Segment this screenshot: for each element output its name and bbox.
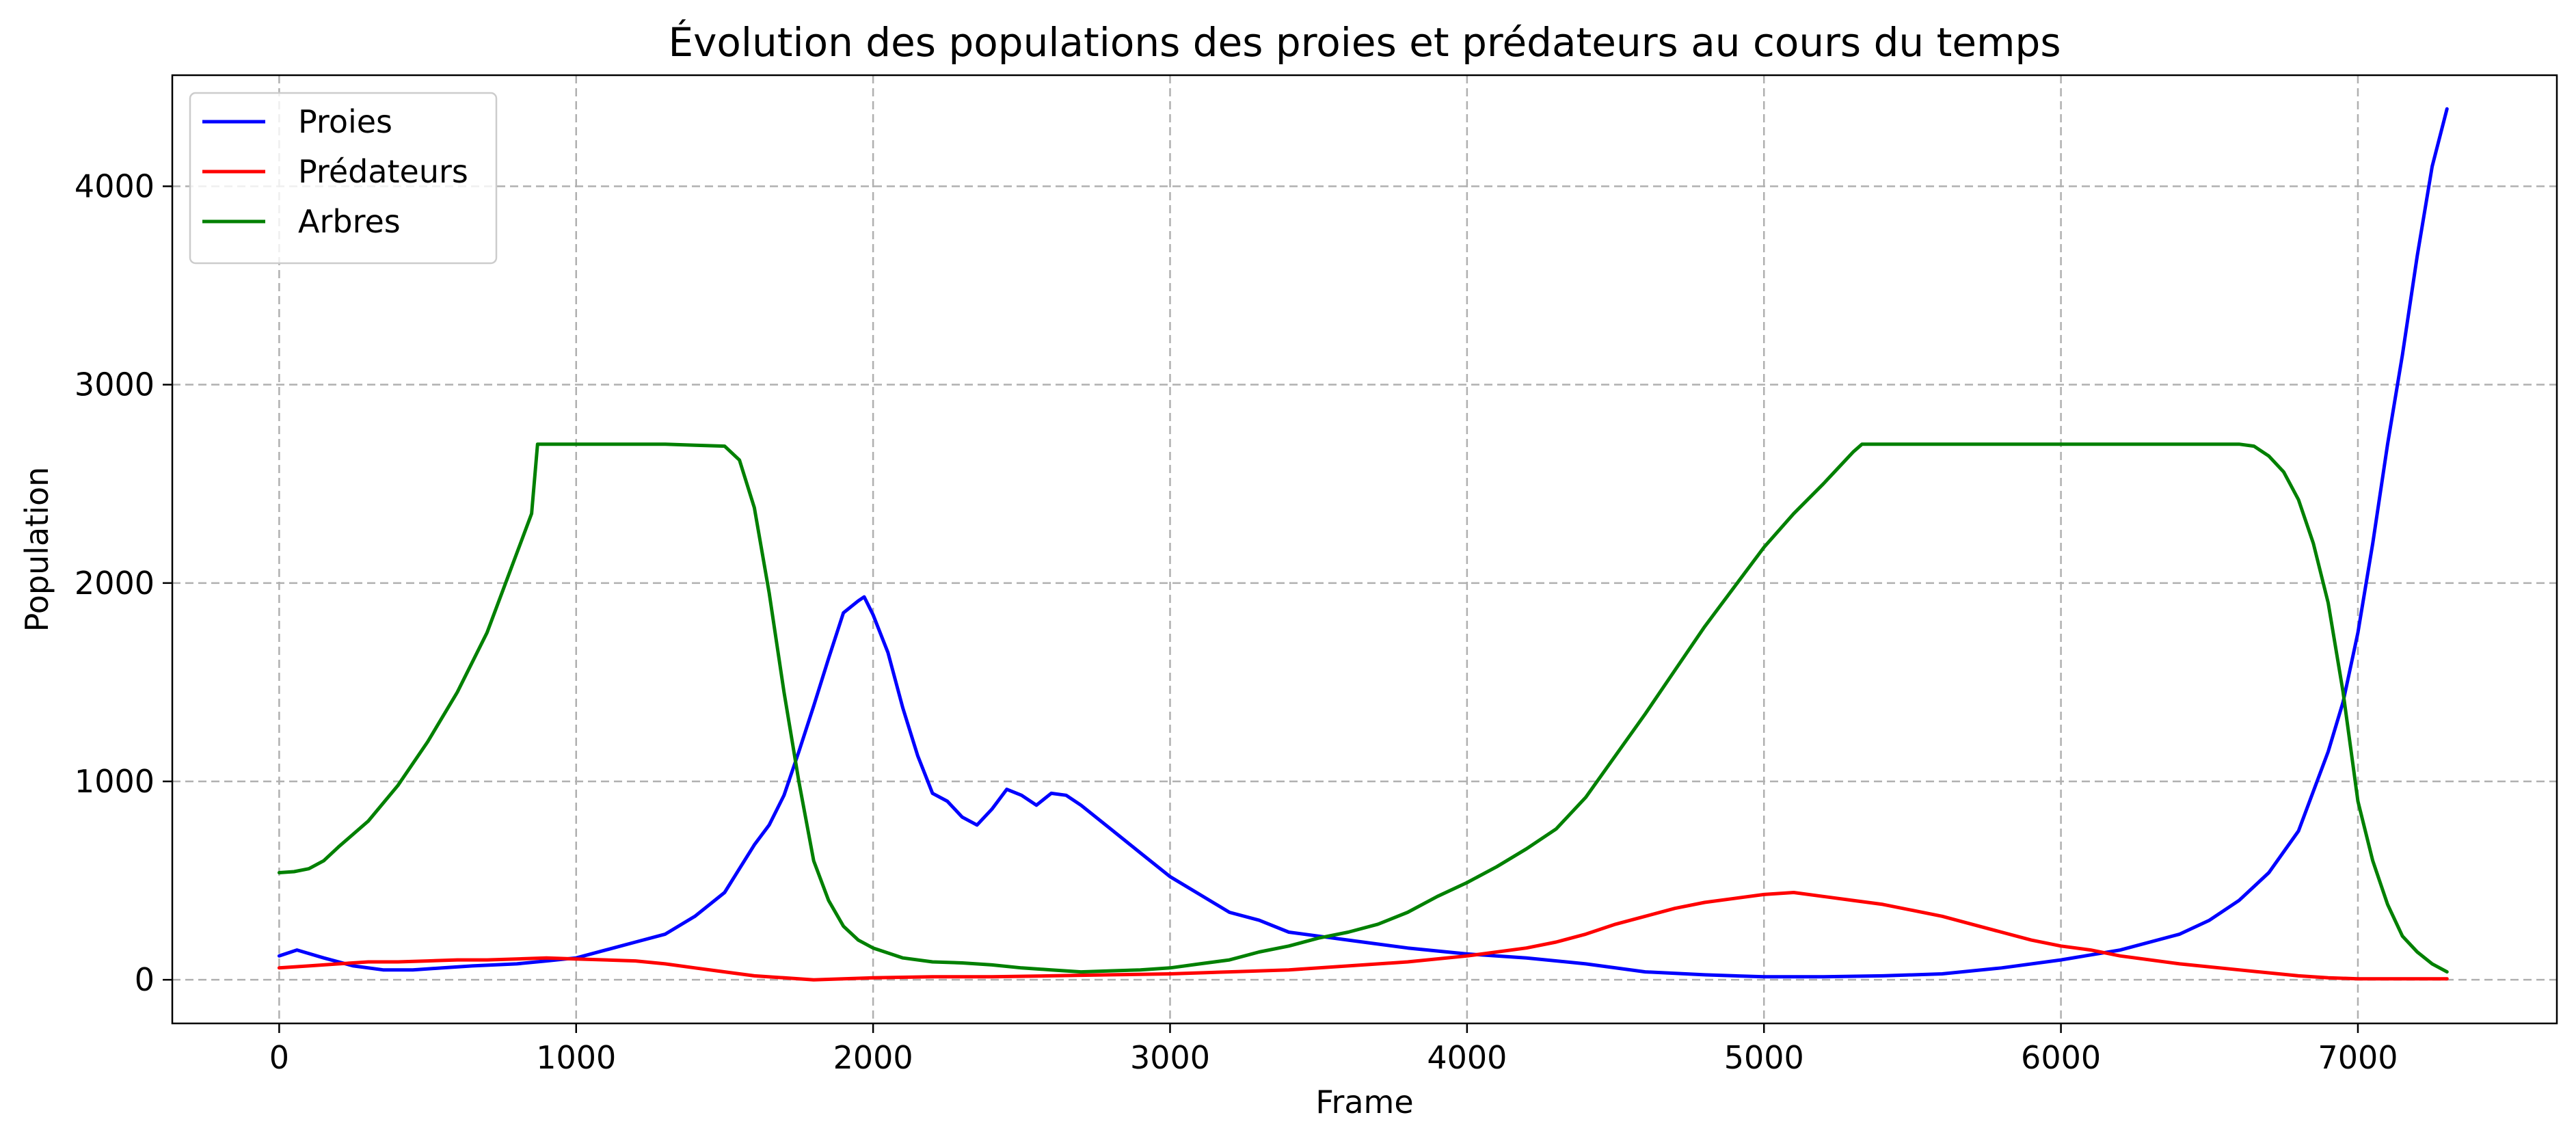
legend-entry-label: Arbres bbox=[298, 203, 401, 240]
x-tick-label: 7000 bbox=[2318, 1039, 2398, 1076]
series-lines bbox=[277, 107, 2449, 982]
y-tick-label: 0 bbox=[135, 961, 155, 998]
y-tick-label: 3000 bbox=[75, 366, 155, 403]
x-tick-label: 2000 bbox=[833, 1039, 913, 1076]
gridlines bbox=[172, 75, 2557, 1023]
legend-box bbox=[189, 92, 498, 265]
series-line-pr-dateurs bbox=[277, 891, 2449, 982]
legend: Proies Prédateurs Arbres bbox=[189, 92, 498, 265]
y-axis-label: Population bbox=[18, 467, 55, 632]
x-tick-label: 5000 bbox=[1724, 1039, 1804, 1076]
x-tick-label: 3000 bbox=[1130, 1039, 1210, 1076]
y-tick-label: 1000 bbox=[75, 763, 155, 800]
x-axis-label: Frame bbox=[1315, 1084, 1413, 1120]
plot-area-frame bbox=[171, 74, 2558, 1025]
y-tick-label: 4000 bbox=[75, 167, 155, 204]
y-axis-ticks: 0 1000 2000 3000 4000 bbox=[75, 167, 172, 998]
series-line-arbres bbox=[277, 442, 2449, 974]
x-tick-label: 0 bbox=[269, 1039, 289, 1076]
legend-entry-label: Prédateurs bbox=[298, 153, 468, 190]
x-tick-label: 1000 bbox=[536, 1039, 616, 1076]
x-axis-ticks: 0 1000 2000 3000 4000 5000 6000 7000 bbox=[269, 1023, 2398, 1076]
series-line-proies bbox=[277, 107, 2449, 979]
x-tick-label: 4000 bbox=[1427, 1039, 1507, 1076]
x-tick-label: 6000 bbox=[2021, 1039, 2101, 1076]
legend-entry-label: Proies bbox=[298, 103, 392, 140]
chart-title: Évolution des populations des proies et … bbox=[668, 18, 2061, 66]
y-tick-label: 2000 bbox=[75, 565, 155, 602]
